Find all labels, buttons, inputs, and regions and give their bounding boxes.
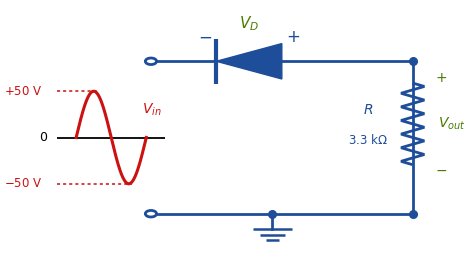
Text: $R$: $R$	[363, 103, 374, 117]
Text: $V_{in}$: $V_{in}$	[142, 102, 161, 118]
Text: $0$: $0$	[39, 131, 48, 144]
Text: $-$: $-$	[198, 28, 212, 46]
Text: $-50$ V: $-50$ V	[4, 177, 42, 190]
Text: $V_D$: $V_D$	[239, 14, 259, 32]
Text: $+$: $+$	[435, 71, 447, 85]
Text: $V_{out}$: $V_{out}$	[438, 116, 466, 132]
Text: $-$: $-$	[435, 163, 447, 177]
Text: $+$: $+$	[286, 28, 301, 46]
Polygon shape	[217, 43, 282, 79]
Text: 3.3 k$\Omega$: 3.3 k$\Omega$	[348, 133, 388, 147]
Text: $+50$ V: $+50$ V	[4, 85, 42, 98]
